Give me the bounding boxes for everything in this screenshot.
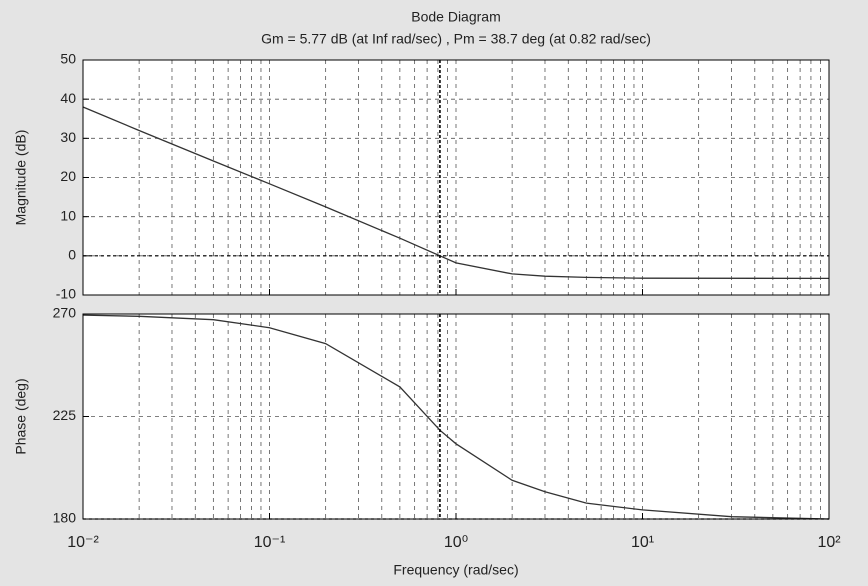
y-tick-label: 0 xyxy=(68,247,76,263)
x-tick-label: 10¹ xyxy=(631,534,654,551)
chart-title: Bode Diagram xyxy=(411,9,501,25)
y-axis-label: Magnitude (dB) xyxy=(13,130,29,226)
y-tick-label: -10 xyxy=(56,286,76,302)
y-tick-label: 40 xyxy=(60,90,76,106)
y-tick-label: 50 xyxy=(60,51,76,67)
plot-frame xyxy=(82,313,830,520)
x-tick-label: 10⁰ xyxy=(444,534,468,551)
x-axis-label: Frequency (rad/sec) xyxy=(393,562,518,578)
y-tick-label: 180 xyxy=(53,510,77,526)
y-tick-label: 270 xyxy=(53,305,77,321)
y-tick-label: 20 xyxy=(60,168,76,184)
x-tick-label: 10² xyxy=(817,534,841,551)
y-tick-label: 10 xyxy=(60,207,76,223)
chart-subtitle: Gm = 5.77 dB (at Inf rad/sec) , Pm = 38.… xyxy=(261,31,651,47)
y-axis-label: Phase (deg) xyxy=(13,378,29,454)
y-tick-label: 30 xyxy=(60,129,76,145)
x-tick-label: 10⁻¹ xyxy=(254,534,286,551)
y-tick-label: 225 xyxy=(53,407,77,423)
plot-frame xyxy=(82,59,830,296)
x-tick-label: 10⁻² xyxy=(67,534,99,551)
data-line xyxy=(82,314,830,520)
